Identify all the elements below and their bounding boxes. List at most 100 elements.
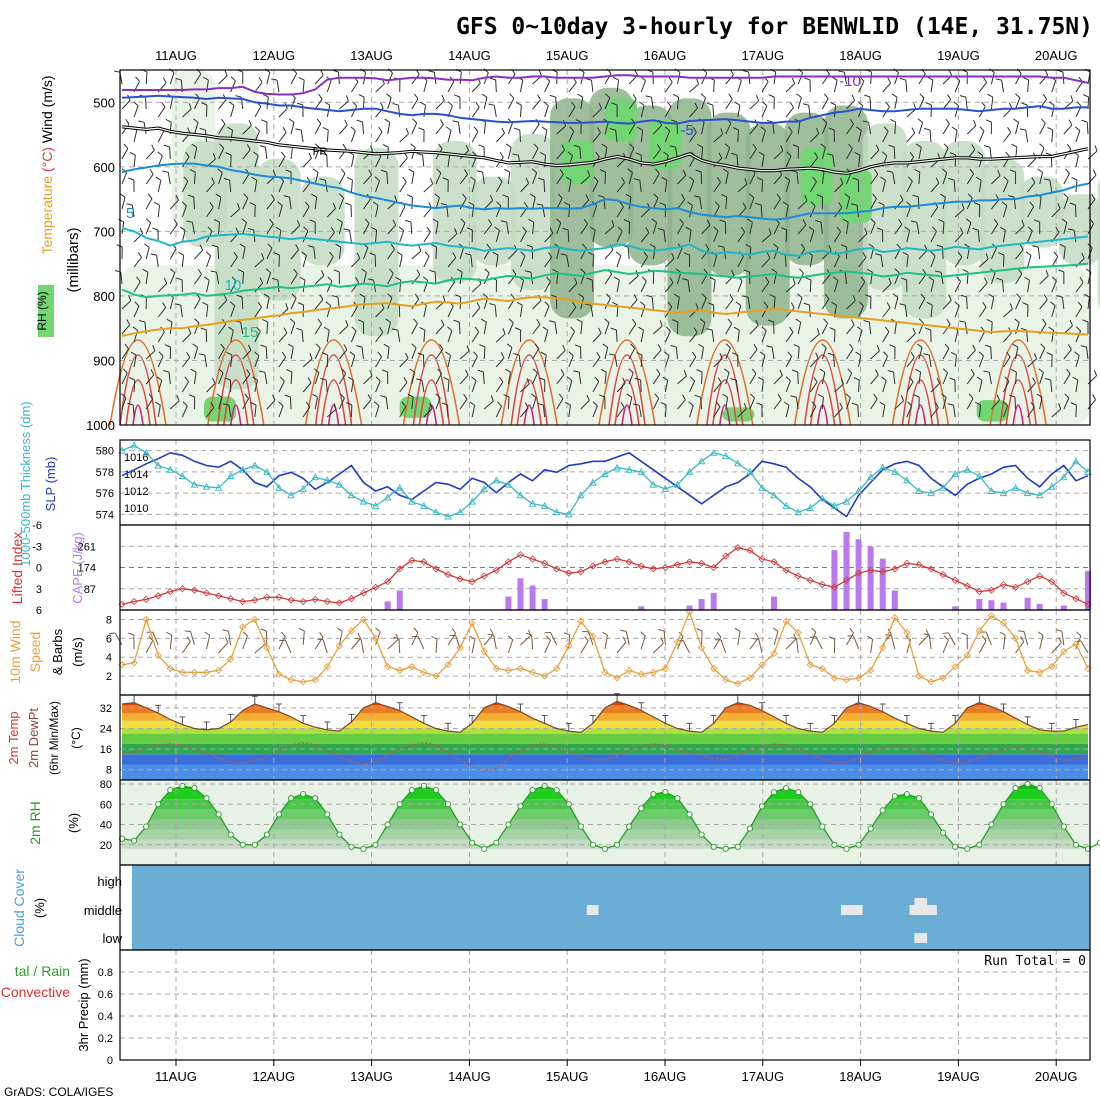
barb-staff: [544, 330, 549, 343]
wind-barb: [589, 226, 596, 243]
barb-flag: [333, 269, 340, 273]
wind-barb: [347, 376, 354, 393]
wind-barb: [749, 344, 758, 360]
barb-flag: [138, 120, 145, 123]
rh2m-marker: [227, 831, 234, 838]
barb-flag: [927, 76, 934, 81]
barb-flag: [880, 176, 886, 181]
wind-barb: [1015, 636, 1025, 654]
barb-flag: [357, 319, 364, 323]
barb-flag: [513, 127, 521, 131]
wind-barb: [906, 201, 912, 218]
barb-flag: [451, 628, 457, 634]
wind-speed-marker: [263, 644, 271, 652]
barb-staff: [966, 197, 973, 210]
barb-flag: [998, 252, 1005, 256]
wind-barb: [568, 301, 577, 318]
wind-speed-marker: [432, 672, 440, 680]
barb-staff: [1080, 640, 1089, 654]
wind-barb: [420, 101, 427, 118]
wind-barb: [577, 93, 584, 110]
barb-flag: [343, 228, 350, 231]
barb-staff: [495, 255, 499, 268]
barb-flag: [786, 151, 792, 157]
wind-barb: [723, 368, 730, 385]
barb-staff: [532, 300, 542, 310]
wind-barb: [899, 77, 908, 93]
wind-barb: [761, 326, 767, 343]
wind-tick-label: 8: [106, 614, 112, 626]
barb-flag: [694, 394, 701, 398]
barb-flag: [223, 403, 230, 406]
barb-flag: [828, 636, 835, 640]
barb-staff: [314, 275, 325, 285]
barb-staff: [689, 107, 698, 118]
barb-staff: [254, 405, 257, 418]
barb-staff: [483, 272, 490, 285]
barb-flag: [593, 176, 599, 182]
barb-staff: [411, 196, 413, 210]
wind-barb: [336, 627, 343, 646]
wind-barb: [447, 228, 458, 243]
temperature-band: [122, 705, 1088, 714]
wind-barb: [423, 226, 431, 243]
wind-barb: [930, 377, 940, 393]
rh2m-marker: [1060, 823, 1067, 830]
barb-flag: [513, 353, 520, 356]
barb-staff: [350, 330, 357, 343]
wind-barb: [930, 226, 937, 243]
wind-barb: [409, 368, 416, 385]
barb-flag: [975, 401, 981, 406]
barb-flag: [126, 203, 133, 206]
barb-flag: [321, 269, 325, 276]
wind-barb: [163, 370, 171, 385]
barb-flag: [552, 268, 559, 273]
lifted-index-marker: [963, 582, 971, 590]
barb-staff: [834, 407, 843, 418]
wind-barb: [237, 269, 245, 285]
thickness-marker: [202, 482, 211, 490]
wind-barb: [338, 344, 348, 360]
barb-flag: [1059, 243, 1066, 248]
barb-flag: [1015, 93, 1021, 99]
lifted-index-marker: [782, 566, 790, 574]
barb-staff: [423, 207, 432, 218]
isotherm-label: -5: [680, 122, 693, 139]
barb-flag: [479, 344, 486, 348]
rh2m-marker: [360, 845, 367, 852]
barb-flag: [958, 251, 963, 258]
barb-staff: [193, 372, 197, 385]
wind-barb: [870, 168, 879, 185]
barb-staff: [532, 148, 539, 160]
barb-staff: [580, 223, 588, 235]
barb-flag: [323, 326, 330, 331]
barb-flag: [872, 193, 877, 199]
barb-flag: [252, 376, 258, 381]
rh2m-marker: [638, 805, 645, 812]
barb-flag: [202, 76, 209, 81]
barb-staff: [242, 222, 247, 235]
lifted-index-marker: [710, 563, 718, 572]
lifted-index-marker: [818, 580, 826, 589]
wind-barb: [203, 276, 210, 293]
barb-flag: [790, 102, 794, 108]
thickness-marker: [951, 470, 959, 477]
barb-staff: [821, 322, 829, 335]
barb-flag: [584, 303, 591, 306]
wind-barb: [834, 202, 843, 218]
wind-barb: [984, 344, 992, 360]
barb-staff: [556, 173, 564, 185]
barb-staff: [507, 172, 511, 185]
barb-flag: [755, 95, 760, 102]
barb-flag: [216, 393, 223, 398]
barb-flag: [1057, 202, 1061, 209]
lifted-index-marker: [154, 592, 162, 600]
barb-flag: [233, 251, 238, 258]
barb-flag: [682, 394, 686, 401]
barb-flag: [791, 302, 795, 309]
barb-flag: [855, 351, 861, 356]
barb-staff: [954, 130, 958, 143]
wind-barb: [978, 351, 984, 368]
barb-flag: [709, 276, 716, 281]
cape-bar: [879, 558, 886, 610]
